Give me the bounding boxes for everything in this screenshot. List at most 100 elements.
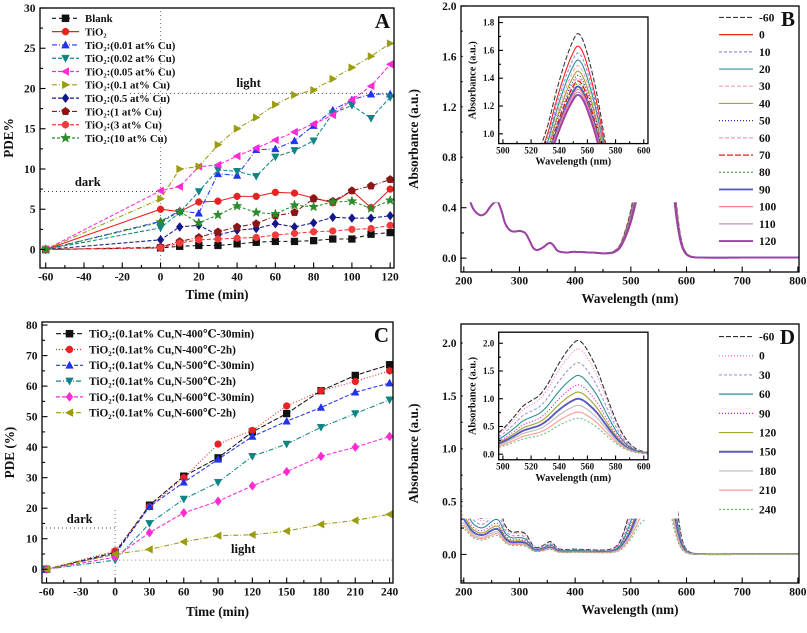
x-axis-title: Time (min) [186,604,249,619]
x-tick-label: 100 [343,272,361,284]
y-tick-label: 0.4 [442,203,457,215]
x-tick-label: 600 [637,462,651,472]
y-tick-label: 1.0 [483,129,495,139]
series-group [42,361,393,575]
y-tick-label: 1.5 [442,391,457,403]
y-tick-label: 10 [24,164,36,176]
series--60 [541,33,607,144]
axes-box [39,7,395,269]
legend-label-TiO₂: TiO₂ [85,27,107,39]
y-tick-label: 30 [26,473,38,485]
x-tick-label: 560 [581,145,595,155]
chart-A: -60 -40 -20 0 20 40 60 80 100 120 0 5 10 15 20 25 30 Time… [1,3,400,302]
chart-D: 200 300 400 500 600 700 8000.00.51.01.52.0Wave… [406,323,807,617]
axes-box [41,321,394,584]
axis-ticks [498,21,645,144]
y-tick-label: 1.0 [483,394,495,404]
legend-label-TiO₂:(1 at% Cu): TiO₂:(1 at% Cu) [85,106,162,118]
series-240 [498,417,648,455]
y-tick-label: 2.0 [483,338,495,348]
y-tick-label: 1.2 [483,101,495,111]
legend-label-TiO₂:(0.05 at% Cu): TiO₂:(0.05 at% Cu) [85,66,176,78]
x-tick-label: 300 [511,276,529,288]
series-60 [498,374,648,454]
series-70 [550,80,601,144]
legend-label--60: -60 [759,331,775,343]
series-60 [550,77,602,144]
legend-label-TiO₂:(0.02 at% Cu): TiO₂:(0.02 at% Cu) [85,53,176,65]
x-tick-label: -60 [38,272,54,284]
x-tick-label: 300 [511,587,529,599]
x-tick-label: 150 [278,587,296,599]
x-tick-label: 120 [382,272,400,284]
x-tick-label: 800 [789,276,807,288]
series-TiO₂:(0.1at% Cu,N-600℃-2h) [42,510,393,574]
legend-label-Blank: Blank [85,13,113,25]
y-tick-label: 0 [32,564,38,576]
x-tick-label: 20 [193,272,205,284]
x-axis-title: Wavelength (nm) [581,291,678,306]
legend-label-20: 20 [759,64,771,76]
x-tick-label: 90 [212,587,224,599]
legend-label-210: 210 [759,485,777,497]
y-tick-label: 60 [26,381,38,393]
legend-label-30: 30 [759,370,771,382]
y-tick-labels: 0.0 0.5 1.0 1.5 2.0 [442,338,457,561]
x-tick-label: 700 [734,587,752,599]
axes-box [498,331,649,461]
x-tick-label: 700 [734,276,752,288]
legend-label-0: 0 [759,30,765,42]
series-group [461,40,799,259]
series-group [461,337,799,556]
annotation-lines [42,508,393,583]
x-tick-label: 40 [231,272,243,284]
panel-letter-B: B [781,7,795,31]
x-tick-labels: 500 520 540 560 580 600 [496,145,651,155]
legend-label-60: 60 [759,133,771,145]
y-axis-title: Absorbance (a.u.) [467,357,478,435]
y-tick-label: 0 [30,244,36,256]
y-tick-label: 0.5 [483,422,495,432]
x-tick-label: 520 [524,462,538,472]
x-axis-title: Wavelength (nm) [535,157,611,168]
axis-ticks [498,342,645,460]
legend-label-TiO₂:(10 at% Cu): TiO₂:(10 at% Cu) [85,133,168,145]
legend-label-180: 180 [759,466,777,478]
series-180 [498,404,648,455]
legend-label-TiO₂:(0.5 at% Cu): TiO₂:(0.5 at% Cu) [85,93,170,105]
legend: -60 0 10 20 30 40 50 60 70 80 90 100 110 120 [719,12,777,248]
y-tick-label: 2.0 [442,1,457,13]
x-tick-labels: 200 300 400 500 600 700 800 [455,587,807,599]
panel-a-pde-vs-time: -60 -40 -20 0 20 40 60 80 100 120 0 5 10 15 20 25 30 Time… [0,0,403,316]
x-tick-labels: -60 -30 0 30 60 90 120 150 180 210 240 [39,587,399,599]
x-tick-label: 600 [637,145,651,155]
y-tick-labels: 0 10 20 30 40 50 60 70 80 [26,320,38,576]
x-tick-label: 60 [270,272,282,284]
legend-label-TiO₂:(0.1at% Cu,N-600℃-2h): TiO₂:(0.1at% Cu,N-600℃-2h) [89,408,236,420]
x-tick-label: 200 [455,587,473,599]
x-tick-label: 540 [552,145,566,155]
legend: TiO₂:(0.1at% Cu,N-400℃-30min) TiO₂:(0.1at… [56,329,254,420]
y-tick-label: 0.8 [442,152,457,164]
y-tick-label: 1.5 [483,366,495,376]
legend-label--60: -60 [759,12,775,24]
legend-label-90: 90 [759,184,771,196]
x-tick-label: 180 [312,587,330,599]
y-tick-label: 15 [24,124,36,136]
plot-area [40,8,394,268]
series-30 [498,362,648,454]
x-tick-label: 200 [455,276,473,288]
panel-letter-A: A [375,9,391,33]
y-tick-label: 0.0 [442,549,457,561]
axis-ticks [42,324,391,583]
series-150 [498,397,648,455]
x-tick-label: 80 [308,272,320,284]
annotation-light: light [236,76,261,90]
x-tick-label: -60 [39,587,55,599]
legend-label-TiO₂:(0.1at% Cu,N-600℃-30min): TiO₂:(0.1at% Cu,N-600℃-30min) [89,392,254,404]
y-tick-label: 1.6 [442,51,457,63]
y-tick-labels: 0.0 0.5 1.0 1.5 2.0 [483,338,495,459]
series-TiO₂:(0.1at% Cu,N-600℃-30min) [42,431,393,575]
chart-B: 200 300 400 500 600 700 8000.00.40.81.21.62.0W… [406,1,807,306]
panel-letter-D: D [780,325,795,349]
